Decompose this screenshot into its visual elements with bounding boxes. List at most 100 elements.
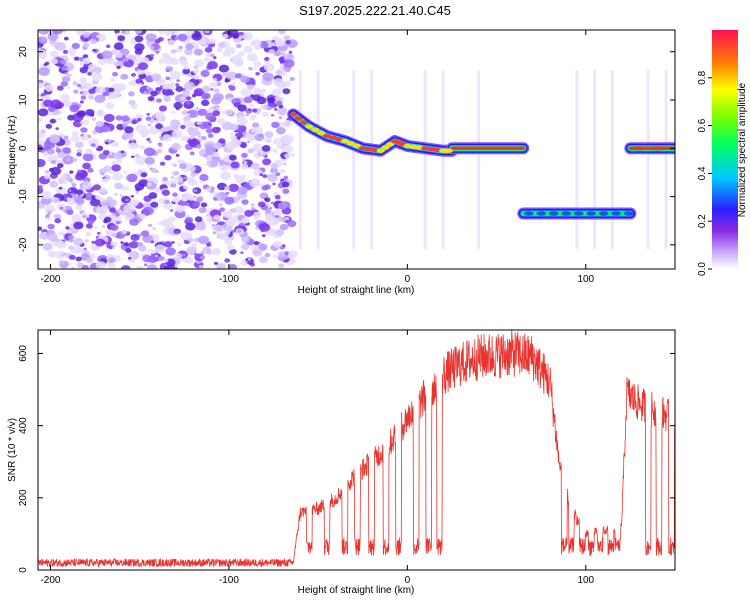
noise-blob <box>63 135 69 140</box>
noise-blob <box>54 250 66 260</box>
noise-blob <box>278 116 283 120</box>
noise-blob <box>108 169 114 175</box>
noise-blob <box>264 137 273 144</box>
noise-blob <box>135 265 144 269</box>
noise-blob <box>42 151 49 157</box>
noise-blob <box>155 50 160 54</box>
noise-blob <box>123 204 135 214</box>
noise-blob <box>203 153 208 157</box>
noise-blob <box>252 88 262 95</box>
noise-blob <box>108 257 116 263</box>
noise-blob <box>252 94 261 101</box>
noise-blob <box>106 44 111 48</box>
noise-blob <box>65 176 71 181</box>
noise-blob <box>193 189 198 193</box>
noise-blob <box>154 244 166 253</box>
noise-blob <box>205 128 213 134</box>
noise-blob <box>87 168 94 173</box>
noise-blob <box>250 204 256 208</box>
track-core <box>317 130 326 136</box>
noise-blob <box>257 201 266 208</box>
noise-blob <box>79 66 88 74</box>
noise-blob <box>165 247 176 256</box>
noise-blob <box>198 207 207 214</box>
noise-blob <box>82 57 91 65</box>
noise-blob <box>280 52 286 56</box>
noise-blob <box>159 78 167 85</box>
noise-blob <box>55 214 62 219</box>
noise-blob <box>253 60 262 68</box>
noise-blob <box>58 260 65 265</box>
noise-blob <box>236 197 240 200</box>
track-core <box>305 124 314 129</box>
noise-blob <box>38 52 48 59</box>
noise-blob <box>141 230 150 237</box>
noise-blob <box>214 261 218 265</box>
noise-blob <box>271 88 282 97</box>
noise-blob <box>59 93 70 102</box>
noise-blob <box>68 235 75 240</box>
noise-blob <box>275 205 279 209</box>
track-core <box>548 211 559 216</box>
noise-blob <box>58 231 65 236</box>
noise-blob <box>140 132 148 138</box>
noise-blob <box>110 77 115 82</box>
noise-blob <box>50 58 58 65</box>
noise-blob <box>201 99 210 107</box>
noise-blob <box>229 154 237 161</box>
noise-blob <box>170 162 176 167</box>
noise-blob <box>110 241 118 247</box>
noise-blob <box>92 48 97 53</box>
noise-blob <box>73 237 84 246</box>
noise-blob <box>71 188 75 192</box>
noise-blob <box>113 152 123 160</box>
noise-blob <box>146 112 150 116</box>
noise-blob <box>227 264 237 269</box>
noise-blob <box>102 178 109 183</box>
noise-blob <box>100 187 107 194</box>
noise-blob <box>135 124 147 133</box>
noise-blob <box>64 72 69 75</box>
noise-blob <box>220 171 232 181</box>
noise-blob <box>251 207 255 211</box>
noise-blob <box>158 221 163 226</box>
noise-blob <box>280 169 286 174</box>
noise-blob <box>147 176 152 181</box>
noise-blob <box>38 185 43 191</box>
noise-blob <box>85 231 92 237</box>
track-core <box>335 137 343 142</box>
noise-blob <box>243 96 253 104</box>
noise-blob <box>62 147 71 154</box>
spectrogram-xtick-label: -100 <box>219 274 239 285</box>
noise-blob <box>264 252 271 258</box>
noise-blob <box>76 148 83 153</box>
noise-blob <box>187 109 199 118</box>
noise-blob <box>100 172 105 176</box>
noise-blob <box>169 82 175 87</box>
noise-blob <box>38 82 44 89</box>
noise-blob <box>73 104 80 110</box>
spectrogram-frame <box>37 29 676 270</box>
noise-blob <box>174 176 184 183</box>
noise-blob <box>276 144 283 150</box>
noise-blob <box>164 259 169 263</box>
noise-blob <box>241 174 246 179</box>
noise-blob <box>108 87 115 93</box>
noise-blob <box>128 81 135 86</box>
noise-blob <box>127 91 135 97</box>
noise-blob <box>76 247 85 254</box>
noise-blob <box>207 123 211 126</box>
noise-blob <box>213 151 220 157</box>
noise-blob <box>68 254 76 260</box>
spectrogram-y-label: Frequency (Hz) <box>7 116 18 185</box>
noise-blob <box>80 81 89 88</box>
track-core <box>623 211 634 216</box>
snr-panel: -200 -100 0 100 0 200 400 600 Height of straig… <box>7 329 676 596</box>
noise-blob <box>80 134 89 141</box>
noise-blob <box>123 170 128 174</box>
noise-blob <box>226 71 238 80</box>
noise-blob <box>164 155 172 161</box>
noise-blob <box>106 230 113 236</box>
noise-blob <box>45 61 50 65</box>
